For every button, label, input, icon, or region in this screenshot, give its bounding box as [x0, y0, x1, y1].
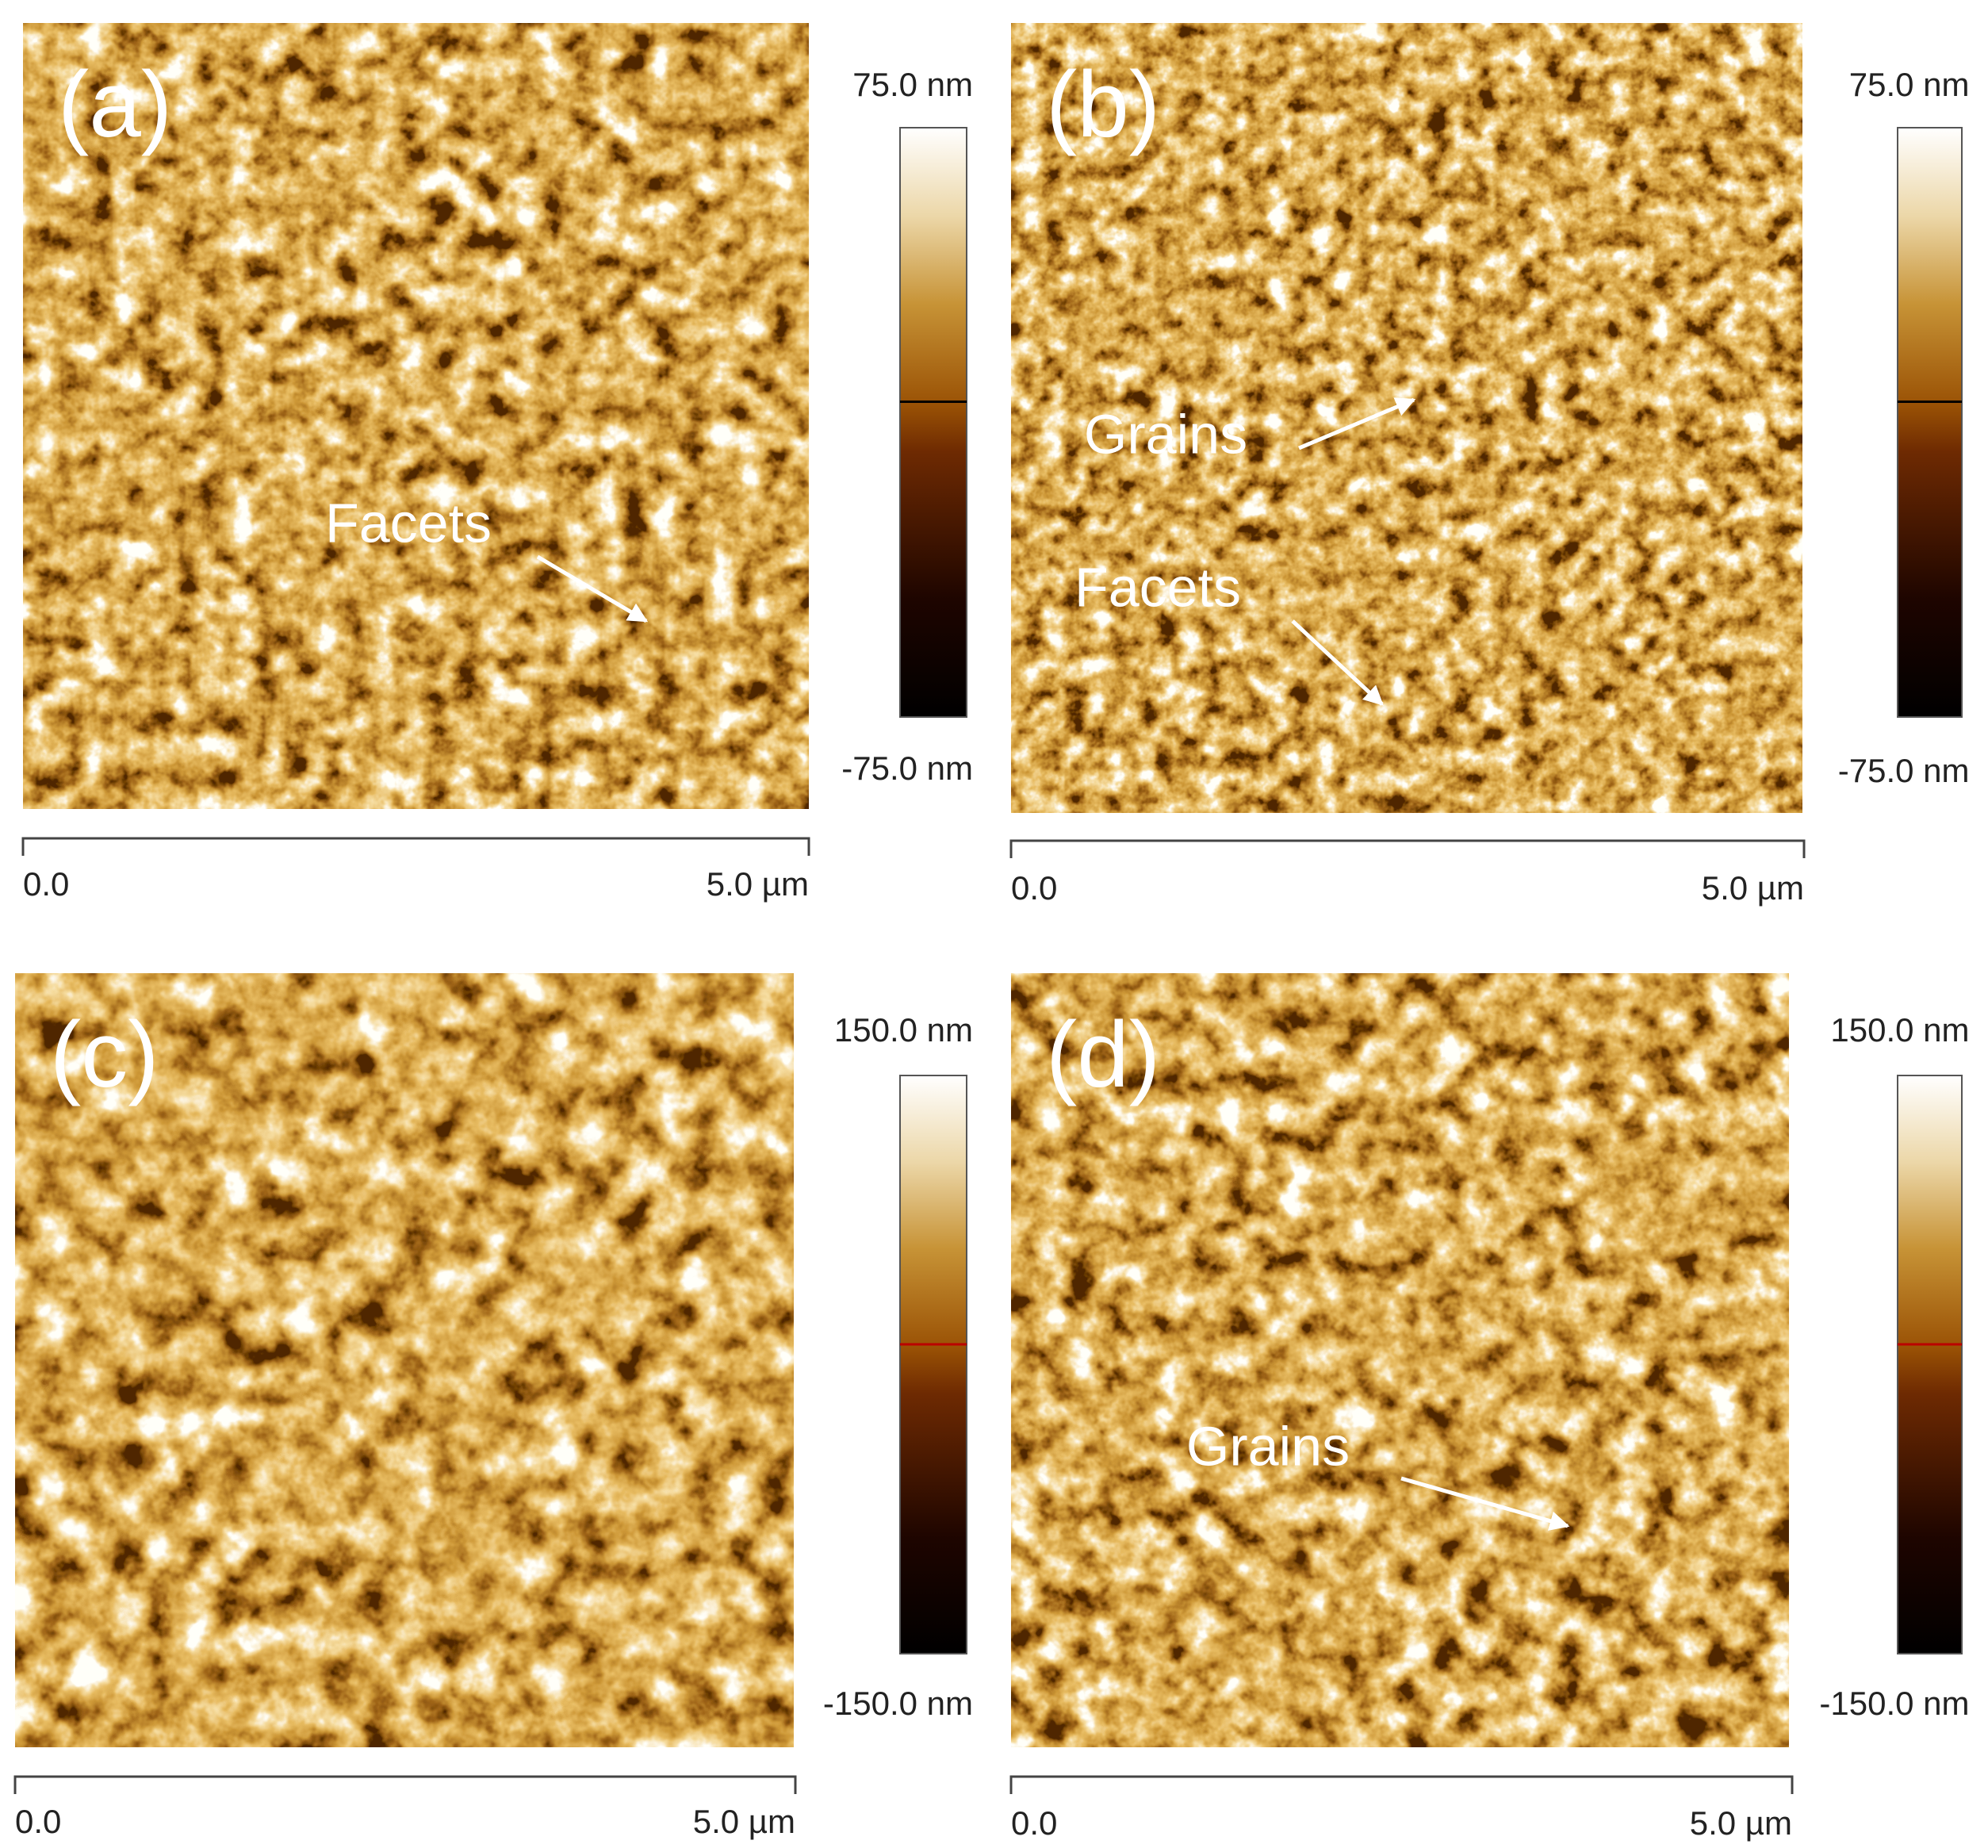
color-bar — [1897, 127, 1963, 718]
scale-bar-end: 5.0 µm — [1690, 1804, 1792, 1842]
annotation: Grains — [1084, 403, 1247, 465]
scale-bar-start: 0.0 — [15, 1803, 61, 1840]
scale-bar-start: 0.0 — [1011, 1804, 1057, 1842]
annotation-arrow — [1298, 397, 1416, 450]
panel: (a) 75.0 nm -75.0 nm 0.0 5.0 µm Facets — [21, 23, 973, 903]
afm-image — [23, 23, 809, 809]
annotation-arrow — [536, 554, 649, 623]
panel-label: (d) — [1046, 1003, 1160, 1107]
scale-bar-start: 0.0 — [23, 865, 69, 903]
annotation-arrow — [1291, 619, 1384, 706]
scale-bar — [13, 1775, 797, 1794]
color-bar-max: 75.0 nm — [1849, 66, 1970, 103]
color-bar — [1897, 1075, 1963, 1654]
color-bar-min: -150.0 nm — [1819, 1685, 1969, 1722]
annotation: Grains — [1186, 1415, 1350, 1477]
scale-bar-end: 5.0 µm — [1702, 869, 1804, 907]
annotation: Facets — [1074, 556, 1241, 618]
color-bar-max: 150.0 nm — [834, 1011, 973, 1049]
annotation: Facets — [325, 492, 492, 554]
annotation-arrow — [1400, 1476, 1570, 1531]
color-bar-max: 75.0 nm — [852, 66, 973, 103]
color-bar — [899, 1075, 967, 1654]
color-bar — [899, 127, 967, 718]
scale-bar — [1009, 839, 1806, 858]
color-bar-min: -75.0 nm — [841, 750, 973, 787]
panel-label: (a) — [58, 52, 172, 157]
panel: (d) 150.0 nm -150.0 nm 0.0 5.0 µm Grains — [1009, 973, 1970, 1842]
afm-image — [15, 973, 794, 1747]
scale-bar-end: 5.0 µm — [693, 1803, 795, 1840]
panel: (b) 75.0 nm -75.0 nm 0.0 5.0 µm Grains Facets — [1009, 23, 1970, 907]
panel-label: (c) — [50, 1003, 159, 1107]
scale-bar — [21, 837, 810, 856]
scale-bar — [1009, 1775, 1794, 1794]
panel-label: (b) — [1046, 52, 1160, 157]
color-bar-max: 150.0 nm — [1830, 1011, 1969, 1049]
scale-bar-end: 5.0 µm — [707, 865, 809, 903]
scale-bar-start: 0.0 — [1011, 869, 1057, 907]
color-bar-min: -75.0 nm — [1838, 752, 1970, 789]
color-bar-min: -150.0 nm — [823, 1685, 973, 1722]
panel: (c) 150.0 nm -150.0 nm 0.0 5.0 µm — [13, 973, 973, 1840]
afm-image — [1011, 23, 1802, 813]
afm-image — [1011, 973, 1789, 1747]
